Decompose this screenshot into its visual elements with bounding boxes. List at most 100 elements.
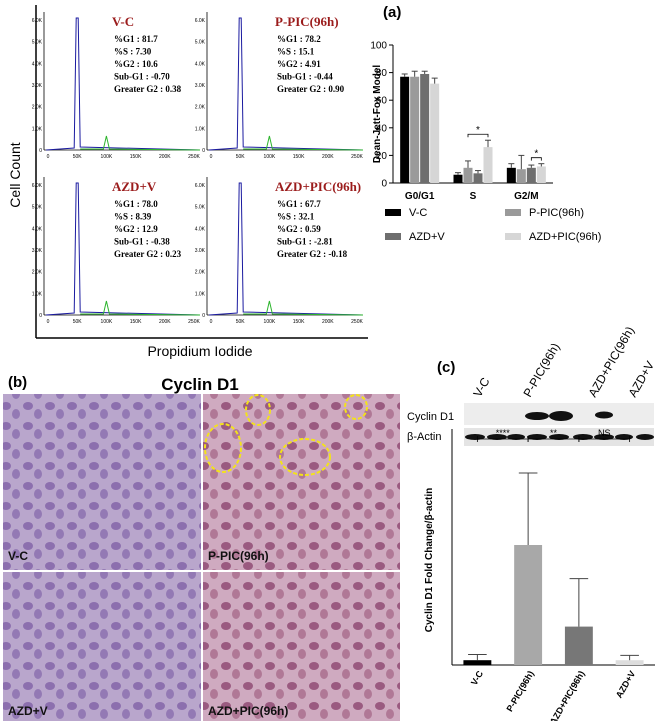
x-tick-label: 50K <box>236 319 246 325</box>
y-tick-label: 2.0K <box>32 270 43 276</box>
panel-title: AZD+PIC(96h) <box>275 179 361 194</box>
y-tick-label: 1.0K <box>195 291 206 297</box>
histogram-peak <box>208 182 364 316</box>
y-tick-label: 5.0K <box>32 40 43 46</box>
sig-bracket <box>467 133 489 138</box>
legend-label: AZD+PIC(96h) <box>529 231 601 243</box>
bar <box>400 76 410 183</box>
bar <box>564 626 593 665</box>
panel-title: P-PIC(96h) <box>275 14 339 29</box>
x-tick-label: AZD+V <box>614 669 638 700</box>
panel-stat: Greater G2 : 0.23 <box>114 249 182 259</box>
y-axis-label: Dean-Jett-Fox Model <box>372 65 383 164</box>
histogram-peak <box>45 17 201 151</box>
y-tick-label: 0 <box>202 148 205 154</box>
x-tick-label: 150K <box>130 319 142 325</box>
x-tick-label: 0 <box>210 154 213 160</box>
y-tick-label: 0 <box>202 313 205 319</box>
highlight-circles <box>204 394 368 476</box>
x-tick-label: 50K <box>73 319 83 325</box>
y-tick-label: 80 <box>376 68 388 79</box>
x-tick-label: G0/G1 <box>405 191 435 202</box>
panel-label: (b) <box>8 374 27 391</box>
bar <box>516 169 526 183</box>
x-tick-label: 150K <box>293 319 305 325</box>
sig-label: ** <box>550 428 558 438</box>
histogram-peak <box>243 300 364 316</box>
panel-stat: %S : 15.1 <box>277 47 315 57</box>
legend-label: P-PIC(96h) <box>529 207 584 219</box>
y-tick-label: 2.0K <box>195 270 206 276</box>
sig-label: * <box>534 149 538 160</box>
y-tick-label: 4.0K <box>32 61 43 67</box>
y-tick-label: 4.0K <box>32 226 43 232</box>
histology-title: Cyclin D1 <box>161 375 238 394</box>
x-tick-label: 150K <box>130 154 142 160</box>
sig-label: * <box>476 125 480 136</box>
panel-title: V-C <box>112 14 134 29</box>
y-tick-label: 3.0K <box>195 248 206 254</box>
x-tick-label: 0 <box>210 319 213 325</box>
lane-label: AZD+V <box>625 359 657 400</box>
panel-label: P-PIC(96h) <box>208 549 269 563</box>
bar <box>420 73 430 183</box>
sig-label: **** <box>496 428 511 438</box>
y-tick-label: 100 <box>370 41 387 52</box>
y-tick-label: 1.0K <box>195 126 206 132</box>
bar <box>453 174 463 183</box>
y-tick-label: 0 <box>39 148 42 154</box>
y-tick-label: 0 <box>381 179 387 190</box>
x-tick-label: 100K <box>264 319 276 325</box>
panel-label: V-C <box>8 549 28 563</box>
y-tick-label: 1.0K <box>32 291 43 297</box>
y-axis-label: Cyclin D1 Fold Change/β-actin <box>424 488 435 632</box>
y-tick-label: 4.0K <box>195 226 206 232</box>
panel-stat: %S : 32.1 <box>277 212 315 222</box>
panel-title: AZD+V <box>112 179 157 194</box>
panel-stat: %G1 : 78.0 <box>114 199 158 209</box>
panel-label: AZD+PIC(96h) <box>208 704 288 718</box>
x-tick-label: 0 <box>47 319 50 325</box>
y-tick-label: 20 <box>376 151 388 162</box>
y-tick-label: 5.0K <box>32 205 43 211</box>
y-tick-label: 4.0K <box>195 61 206 67</box>
lane-label: V-C <box>470 375 492 400</box>
x-tick-label: 200K <box>322 154 334 160</box>
y-tick-label: 3.0K <box>195 83 206 89</box>
panel-stat: %S : 7.30 <box>114 47 152 57</box>
histogram-peak <box>208 17 364 151</box>
x-tick-label: 100K <box>101 154 113 160</box>
legend-label: AZD+V <box>409 231 445 243</box>
bar <box>526 167 536 183</box>
y-axis-label: Cell Count <box>7 142 23 207</box>
tissue-image <box>3 572 201 721</box>
x-tick-label: 50K <box>73 154 83 160</box>
panel-stat: %S : 8.39 <box>114 212 152 222</box>
y-tick-label: 0 <box>39 313 42 319</box>
panel-stat: Sub-G1 : -0.44 <box>277 72 333 82</box>
y-tick-label: 2.0K <box>195 105 206 111</box>
panel-stat: %G2 : 4.91 <box>277 59 321 69</box>
y-tick-label: 5.0K <box>195 205 206 211</box>
panel-stat: Greater G2 : -0.18 <box>277 249 348 259</box>
bar <box>410 76 420 183</box>
x-tick-label: 100K <box>264 154 276 160</box>
y-tick-label: 1.0K <box>32 126 43 132</box>
histogram-peak <box>45 182 201 316</box>
tissue-image <box>3 394 201 570</box>
row-label: Cyclin D1 <box>407 411 454 423</box>
y-tick-label: 60 <box>376 96 388 107</box>
x-tick-label: 200K <box>159 319 171 325</box>
legend-swatch <box>385 209 401 216</box>
legend-swatch <box>505 233 521 240</box>
panel-label: AZD+V <box>8 704 48 718</box>
x-tick-label: G2/M <box>514 191 538 202</box>
x-tick-label: 200K <box>159 154 171 160</box>
x-tick-label: 50K <box>236 154 246 160</box>
panel-stat: %G1 : 67.7 <box>277 199 321 209</box>
bar <box>430 83 440 183</box>
x-tick-label: 200K <box>322 319 334 325</box>
row-label: β-Actin <box>407 431 441 443</box>
y-tick-label: 2.0K <box>32 105 43 111</box>
panel-stat: %G2 : 0.59 <box>277 224 321 234</box>
